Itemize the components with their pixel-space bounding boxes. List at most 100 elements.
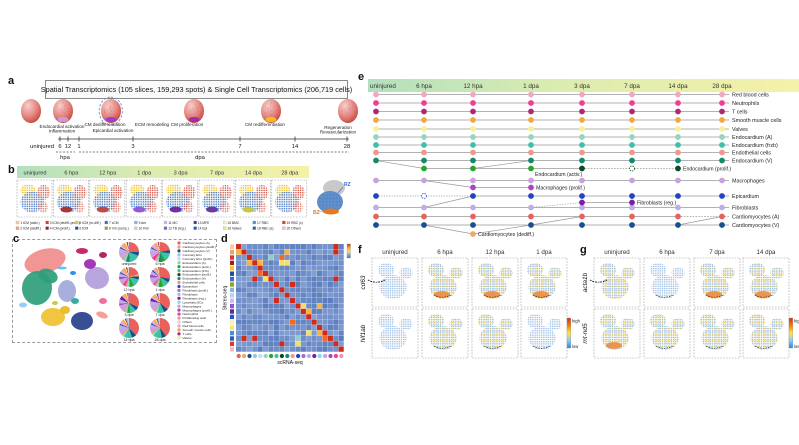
svg-text:4 tCM (prolif.): 4 tCM (prolif.) [50,226,70,230]
svg-text:Stereo-seq: Stereo-seq [223,286,229,311]
svg-text:12: 12 [65,144,71,150]
svg-text:Epicardium: Epicardium [732,194,759,200]
svg-text:28 dpa: 28 dpa [281,171,299,177]
panel-e-letter: e [358,71,365,83]
pie-chart [119,292,139,313]
pie-chart [150,292,170,313]
svg-text:7: 7 [238,144,241,150]
panel-g-letter: g [580,244,587,256]
svg-text:uninjured: uninjured [604,249,630,256]
svg-text:Valves: Valves [732,127,748,133]
svg-text:Cardiomyocytes (dediff.): Cardiomyocytes (dediff.) [478,232,534,238]
svg-text:Fibroblasts (reg.): Fibroblasts (reg.) [183,296,206,300]
svg-text:1 dpa: 1 dpa [536,249,552,256]
svg-text:Others: Others [183,320,193,324]
svg-text:acta1b: acta1b [582,272,589,292]
pie-chart [150,267,170,288]
svg-text:scRNA-seq: scRNA-seq [277,360,303,366]
panel-a-title: Spatial Transcriptomics (105 slices, 159… [40,85,353,94]
svg-text:1: 1 [77,144,80,150]
svg-text:Macrophages: Macrophages [183,304,202,308]
svg-text:6: 6 [58,144,61,150]
pie-label: uninjured [121,262,137,267]
svg-text:Revascularization: Revascularization [320,130,357,135]
svg-text:Endocardium (A): Endocardium (A) [732,135,773,141]
svg-text:cd63: cd63 [360,275,367,289]
svg-text:CM dedifferentiation: CM dedifferentiation [84,122,125,127]
svg-text:high: high [572,319,581,324]
pie-chart [150,242,170,262]
svg-text:Neutrophils: Neutrophils [183,312,199,316]
pie-chart [119,242,139,262]
pie-label: 6 hpa [155,262,165,267]
svg-text:Macrophages: Macrophages [732,178,765,184]
svg-text:7 dpa: 7 dpa [210,171,225,177]
svg-text:Macrophages (prolif.): Macrophages (prolif.) [183,308,212,312]
svg-text:uninjured: uninjured [30,144,54,150]
svg-text:7 dpa: 7 dpa [624,83,640,90]
svg-text:low: low [794,344,799,349]
svg-text:6 tCM: 6 tCM [79,226,88,230]
svg-text:13 MFE: 13 MFE [198,221,210,225]
umap-plot [19,248,109,330]
svg-text:12 hpa: 12 hpa [486,249,505,256]
svg-text:15 BMC: 15 BMC [227,221,240,225]
svg-text:mt-nd5: mt-nd5 [582,323,589,344]
svg-text:9 Am: 9 Am [139,221,147,225]
svg-text:14 dpa: 14 dpa [757,249,776,256]
svg-text:Endocardium (V): Endocardium (V) [732,158,773,164]
svg-text:CM redifferentiation: CM redifferentiation [245,122,285,127]
svg-text:Proliferating cells: Proliferating cells [183,316,207,320]
svg-text:6 hpa: 6 hpa [416,83,432,90]
svg-text:Endocardium (activ.): Endocardium (activ.) [183,265,211,269]
svg-text:17 RBC: 17 RBC [257,221,269,225]
svg-text:Inflammation: Inflammation [49,129,76,134]
pie-label: 28 dpa [154,338,166,343]
svg-text:12 hpa: 12 hpa [463,83,483,90]
svg-text:Endocardium (frzb): Endocardium (frzb) [183,269,209,273]
svg-text:Cardiomyocytes (A): Cardiomyocytes (A) [183,241,210,245]
svg-text:1 dpa: 1 dpa [523,83,539,90]
svg-text:3 dpa: 3 dpa [174,171,189,177]
svg-text:10 tVm: 10 tVm [139,226,150,230]
svg-text:ECM remodeling: ECM remodeling [135,122,170,127]
svg-text:Endocardium (A): Endocardium (A) [183,261,206,265]
panel-b-letter: b [8,164,15,176]
svg-text:3: 3 [131,144,134,150]
pie-label: 12 hpa [123,287,135,292]
svg-text:Endothelial cells: Endothelial cells [183,281,206,285]
svg-text:14 dpa: 14 dpa [245,171,263,177]
panel-e-lineage-timeline: uninjured 6 hpa 12 hpa 1 dpa 3 dpa 7 dpa 14 dp… [368,79,799,238]
svg-text:uninjured: uninjured [382,249,408,256]
svg-text:Red blood cells: Red blood cells [732,92,769,98]
svg-text:16 Valves: 16 Valves [227,226,242,230]
panel-b-spatial-maps: uninjured 6 hpa 12 hpa 1 dpa 3 dpa 7 dpa 14 dp… [15,166,351,230]
svg-text:Lymphatic ECs: Lymphatic ECs [183,300,204,304]
pie-chart [119,267,139,288]
svg-text:hpa: hpa [60,155,70,161]
cell-type-legend: Cardiomyocytes (A)Cardiomyocytes (dediff… [177,241,216,340]
svg-text:6 hpa: 6 hpa [659,249,675,256]
svg-text:14: 14 [292,144,299,150]
svg-text:Neutrophils: Neutrophils [732,101,760,107]
svg-text:14 dpa: 14 dpa [668,83,688,90]
svg-text:uninjured: uninjured [370,83,396,90]
svg-text:14 Epi: 14 Epi [198,226,208,230]
panel-d-heatmap: scRNA-seq Stereo-seq [223,243,351,366]
svg-text:hif1ab: hif1ab [360,324,367,342]
svg-text:28 dpa: 28 dpa [712,83,732,90]
svg-text:3 tCM (dediff.-prolif.): 3 tCM (dediff.-prolif.) [50,221,80,225]
svg-text:Endocardium (prolif.): Endocardium (prolif.) [683,166,731,172]
panel-c-letter: c [13,233,20,245]
svg-text:7 cCM: 7 cCM [109,221,119,225]
pie-chart [119,318,139,339]
svg-text:Endocardium (prolif.): Endocardium (prolif.) [183,273,212,277]
svg-text:8 Vm (comp.): 8 Vm (comp.) [109,226,129,230]
svg-text:CM proliferation: CM proliferation [171,122,204,127]
svg-text:Regeneration: Regeneration [324,125,352,130]
svg-text:Fibroblasts: Fibroblasts [732,205,759,211]
svg-text:12 hpa: 12 hpa [99,171,117,177]
svg-text:6 hpa: 6 hpa [64,171,79,177]
svg-text:T cells: T cells [732,109,748,115]
